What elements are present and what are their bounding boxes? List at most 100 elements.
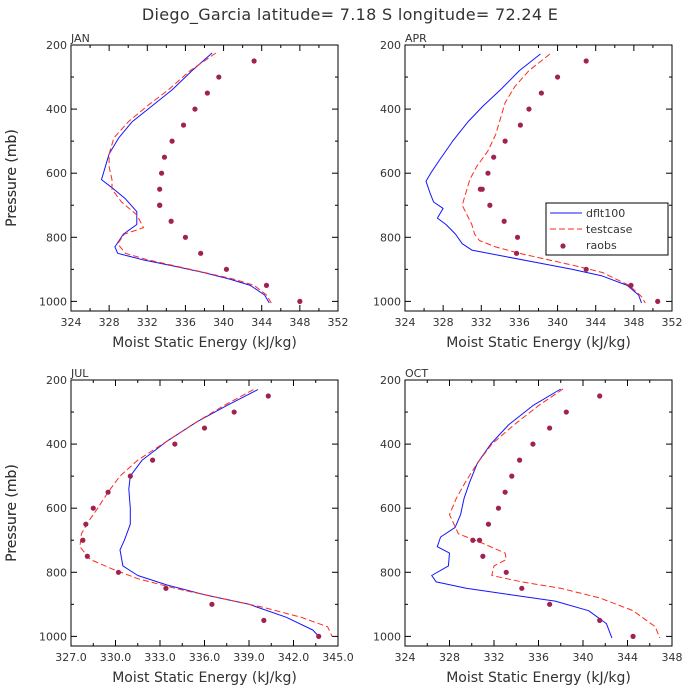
raobs-point-apr: [583, 58, 589, 64]
raobs-point-oct: [597, 393, 603, 399]
x-tick-label-apr: 336: [509, 316, 530, 329]
raobs-point-apr: [655, 298, 661, 304]
panel-oct: OCT 324 328 332 336 340 344 348 200 400 600 800 1000…: [4, 367, 683, 686]
x-tick-label-jul: 342.0: [278, 651, 310, 664]
raobs-point-oct: [485, 521, 492, 527]
y-tick-label-jan: 600: [46, 167, 67, 180]
y-tick-label-jul: 200: [46, 374, 67, 387]
raobs-point-apr: [513, 250, 520, 256]
raobs-point-apr: [514, 234, 521, 240]
raobs-point-jan: [168, 218, 174, 224]
y-axis-label-jul: Pressure (mb): [4, 464, 20, 562]
raobs-point-oct: [563, 409, 569, 415]
x-tick-label-oct: 344: [617, 651, 638, 664]
raobs-point-oct: [597, 617, 603, 623]
raobs-point-jan: [180, 122, 187, 128]
x-tick-label-apr: 352: [662, 316, 683, 329]
raobs-point-jul: [90, 505, 96, 511]
y-tick-label-apr: 1000: [373, 295, 401, 308]
raobs-point-apr: [583, 266, 589, 272]
y-tick-label-jan: 1000: [39, 295, 67, 308]
raobs-point-apr: [485, 170, 491, 176]
raobs-point-oct: [503, 569, 509, 575]
x-axis-label-jul: Moist Static Energy (kJ/kg): [112, 670, 297, 686]
dflt100-line-apr: [425, 53, 642, 304]
raobs-point-jan: [216, 74, 222, 80]
raobs-point-apr: [554, 74, 561, 80]
y-tick-label-jan: 800: [46, 231, 67, 244]
x-tick-label-jan: 328: [99, 316, 120, 329]
raobs-point-apr: [526, 106, 532, 112]
legend-label-testcase: testcase: [586, 223, 633, 236]
y-axis-label-jan: Pressure (mb): [4, 129, 20, 227]
testcase-line-oct: [449, 388, 661, 639]
panel-label-oct: OCT: [405, 367, 428, 380]
raobs-point-jul: [231, 409, 237, 415]
raobs-point-apr: [538, 90, 544, 96]
raobs-point-oct: [502, 489, 508, 495]
x-tick-label-jan: 340: [213, 316, 234, 329]
x-tick-label-apr: 340: [547, 316, 568, 329]
y-tick-label-apr: 200: [380, 39, 401, 52]
y-tick-label-oct: 400: [380, 438, 401, 451]
raobs-point-oct: [630, 633, 636, 639]
raobs-point-oct: [480, 553, 486, 559]
panel-jan: JAN 324 328 332 336 340 344 348 352 200 400 600 800 1…: [4, 32, 349, 351]
x-tick-label-oct: 336: [528, 651, 549, 664]
x-tick-label-jul: 333.0: [144, 651, 176, 664]
raobs-point-jan: [157, 186, 163, 192]
y-tick-label-apr: 600: [380, 167, 401, 180]
y-tick-label-jan: 200: [46, 39, 67, 52]
panel-apr: APR 324 328 332 336 340 344 348 352 200 400 600 800 1…: [4, 32, 683, 351]
legend-box: [545, 202, 669, 256]
raobs-point-jan: [297, 298, 303, 304]
y-tick-label-jan: 400: [46, 103, 67, 116]
y-tick-label-oct: 800: [380, 566, 401, 579]
y-tick-label-apr: 400: [380, 103, 401, 116]
x-tick-label-jan: 348: [289, 316, 310, 329]
x-tick-label-jan: 324: [61, 316, 82, 329]
raobs-point-oct: [495, 505, 502, 511]
x-tick-label-apr: 328: [433, 316, 454, 329]
x-tick-label-jan: 336: [175, 316, 196, 329]
raobs-point-jul: [172, 441, 178, 447]
panel-label-jul: JUL: [70, 367, 89, 380]
raobs-point-apr: [501, 218, 507, 224]
raobs-point-jul: [83, 521, 89, 527]
raobs-point-apr: [628, 282, 634, 288]
y-tick-label-jul: 400: [46, 438, 67, 451]
raobs-point-jan: [182, 234, 189, 240]
raobs-point-jul: [84, 553, 90, 559]
y-tick-label-jul: 800: [46, 566, 67, 579]
y-tick-label-oct: 1000: [373, 630, 401, 643]
raobs-point-jul: [261, 617, 267, 623]
testcase-line-jan: [108, 52, 272, 304]
raobs-point-jul: [149, 457, 156, 463]
y-tick-label-jul: 600: [46, 502, 67, 515]
raobs-point-apr: [479, 186, 485, 192]
panel-label-apr: APR: [405, 32, 427, 45]
x-axis-label-apr: Moist Static Energy (kJ/kg): [446, 335, 631, 351]
x-tick-label-jul: 345.0: [322, 651, 354, 664]
raobs-point-jan: [169, 138, 175, 144]
x-tick-label-jul: 327.0: [55, 651, 87, 664]
raobs-point-jan: [192, 106, 198, 112]
x-tick-label-apr: 332: [471, 316, 492, 329]
raobs-point-oct: [547, 425, 553, 431]
raobs-point-jul: [316, 633, 322, 639]
x-axis-label-jan: Moist Static Energy (kJ/kg): [112, 335, 297, 351]
raobs-point-apr: [491, 154, 497, 160]
y-tick-label-jul: 1000: [39, 630, 67, 643]
raobs-point-jan: [263, 282, 270, 288]
raobs-point-apr: [487, 202, 493, 208]
y-tick-label-oct: 200: [380, 374, 401, 387]
x-tick-label-jul: 339.0: [233, 651, 265, 664]
panel-label-jan: JAN: [70, 32, 90, 45]
x-tick-label-apr: 344: [585, 316, 606, 329]
x-tick-label-oct: 324: [395, 651, 416, 664]
raobs-point-jul: [163, 585, 169, 591]
x-tick-label-apr: 348: [623, 316, 644, 329]
y-tick-label-apr: 800: [380, 231, 401, 244]
